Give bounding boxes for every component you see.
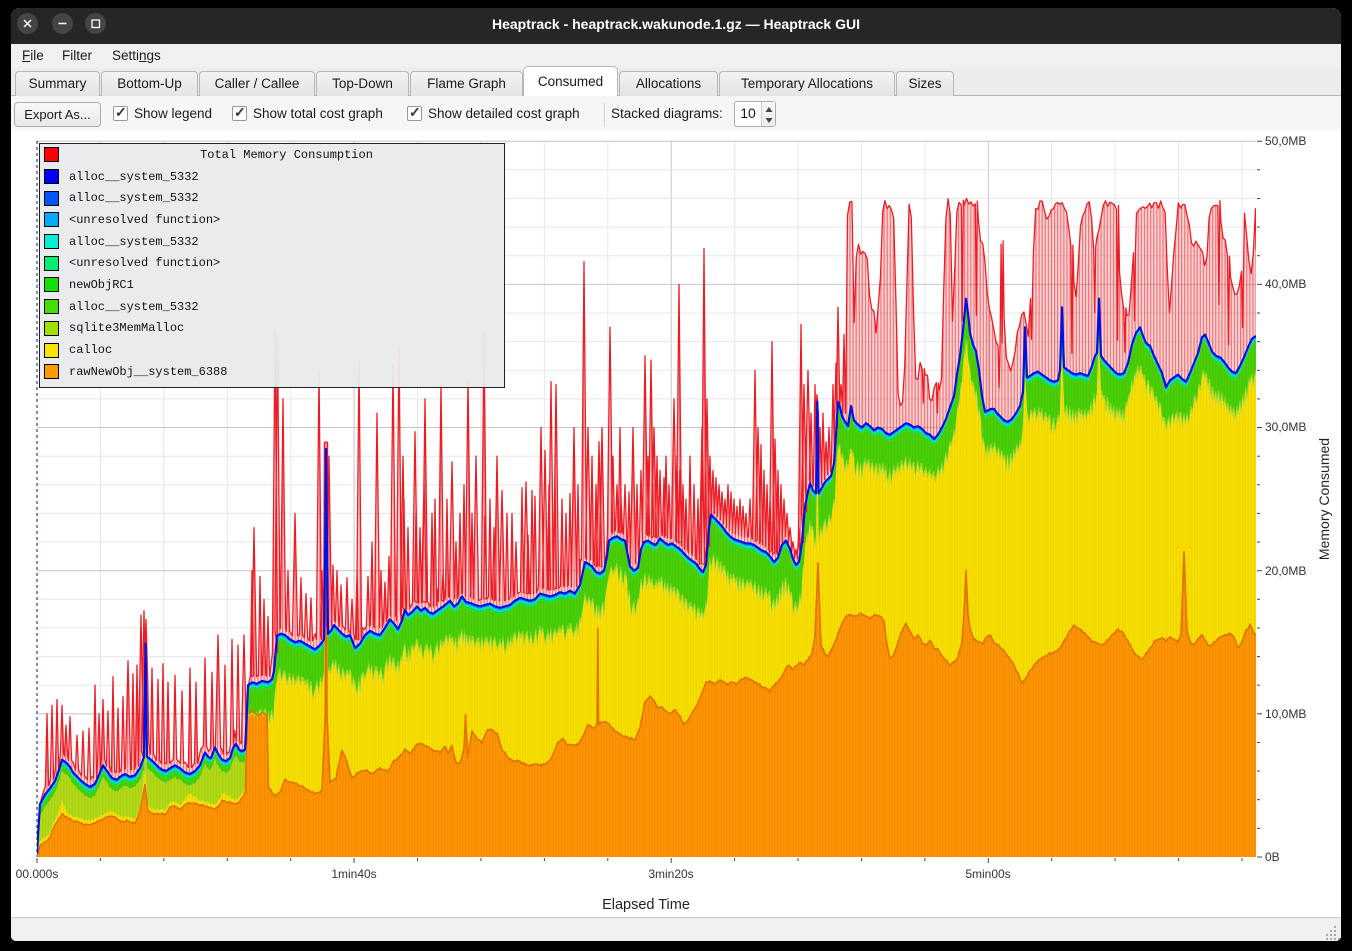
svg-text:10,0MB: 10,0MB xyxy=(1265,707,1306,721)
svg-text:5min00s: 5min00s xyxy=(965,867,1010,881)
svg-text:00.000s: 00.000s xyxy=(16,867,59,881)
svg-text:Elapsed Time: Elapsed Time xyxy=(602,897,690,913)
svg-text:1min40s: 1min40s xyxy=(331,867,376,881)
svg-text:30,0MB: 30,0MB xyxy=(1265,420,1306,434)
svg-text:50,0MB: 50,0MB xyxy=(1265,134,1306,148)
svg-text:0B: 0B xyxy=(1265,850,1280,864)
svg-text:Memory Consumed: Memory Consumed xyxy=(1316,438,1332,560)
svg-text:3min20s: 3min20s xyxy=(648,867,693,881)
svg-text:40,0MB: 40,0MB xyxy=(1265,277,1306,291)
svg-text:20,0MB: 20,0MB xyxy=(1265,564,1306,578)
